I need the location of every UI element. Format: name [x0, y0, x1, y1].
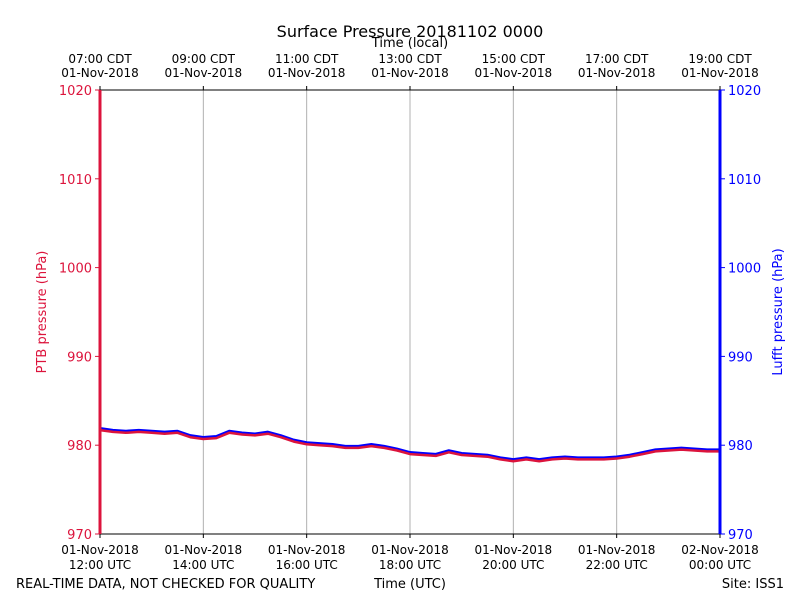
top-x-tick-date: 01-Nov-2018 [371, 66, 449, 80]
top-x-tick-time: 15:00 CDT [482, 52, 546, 66]
left-y-tick-label: 990 [67, 350, 92, 365]
left-y-tick-label: 980 [67, 439, 92, 454]
right-y-ticks: 970 980 990 1000 1010 1020 [720, 84, 761, 543]
bottom-x-tick-date: 01-Nov-2018 [578, 543, 656, 557]
bottom-x-tick-date: 01-Nov-2018 [165, 543, 243, 557]
left-y-tick-label: 1020 [59, 84, 92, 99]
left-y-ticks: 970 980 990 1000 1010 1020 [59, 84, 100, 543]
top-x-tick-date: 01-Nov-2018 [268, 66, 346, 80]
top-axis-label: Time (local) [371, 36, 448, 51]
grid-lines [202, 90, 618, 534]
bottom-x-tick-time: 16:00 UTC [276, 558, 338, 572]
top-x-tick-time: 09:00 CDT [172, 52, 236, 66]
bottom-x-tick-date: 01-Nov-2018 [371, 543, 449, 557]
x-axis-label: Time (UTC) [373, 577, 446, 592]
top-x-tick-date: 01-Nov-2018 [61, 66, 139, 80]
right-axis-label: Lufft pressure (hPa) [771, 248, 786, 375]
right-y-tick-label: 1020 [728, 84, 761, 99]
bottom-x-tick-time: 18:00 UTC [379, 558, 441, 572]
series-layer [99, 427, 720, 463]
left-axis-label: PTB pressure (hPa) [35, 251, 50, 374]
right-y-tick-label: 1010 [728, 173, 761, 188]
right-y-tick-label: 990 [728, 350, 753, 365]
right-y-tick-label: 980 [728, 439, 753, 454]
left-y-tick-label: 970 [67, 528, 92, 543]
series-line-ptb [99, 428, 720, 463]
bottom-x-tick-date: 01-Nov-2018 [475, 543, 553, 557]
quality-warning: REAL-TIME DATA, NOT CHECKED FOR QUALITY [16, 577, 315, 592]
left-y-tick-label: 1010 [59, 173, 92, 188]
bottom-x-tick-time: 20:00 UTC [482, 558, 544, 572]
right-y-tick-label: 1000 [728, 262, 761, 277]
bottom-x-tick-time: 22:00 UTC [586, 558, 648, 572]
bottom-x-tick-time: 12:00 UTC [69, 558, 131, 572]
top-x-tick-time: 19:00 CDT [688, 52, 752, 66]
top-x-tick-date: 01-Nov-2018 [578, 66, 656, 80]
bottom-x-tick-time: 00:00 UTC [689, 558, 751, 572]
top-x-tick-time: 13:00 CDT [378, 52, 442, 66]
top-x-tick-time: 11:00 CDT [275, 52, 339, 66]
top-x-tick-date: 01-Nov-2018 [681, 66, 759, 80]
chart-title: Surface Pressure 20181102 0000 [277, 22, 544, 41]
top-x-tick-date: 01-Nov-2018 [475, 66, 553, 80]
bottom-x-tick-date: 02-Nov-2018 [681, 543, 759, 557]
top-x-tick-time: 07:00 CDT [68, 52, 132, 66]
right-y-tick-label: 970 [728, 528, 753, 543]
top-x-tick-time: 17:00 CDT [585, 52, 649, 66]
bottom-x-tick-date: 01-Nov-2018 [61, 543, 139, 557]
bottom-x-tick-date: 01-Nov-2018 [268, 543, 346, 557]
series-line-lufft [99, 427, 720, 461]
bottom-x-tick-time: 14:00 UTC [172, 558, 234, 572]
site-label: Site: ISS1 [722, 577, 784, 592]
left-y-tick-label: 1000 [59, 262, 92, 277]
top-x-tick-date: 01-Nov-2018 [165, 66, 243, 80]
